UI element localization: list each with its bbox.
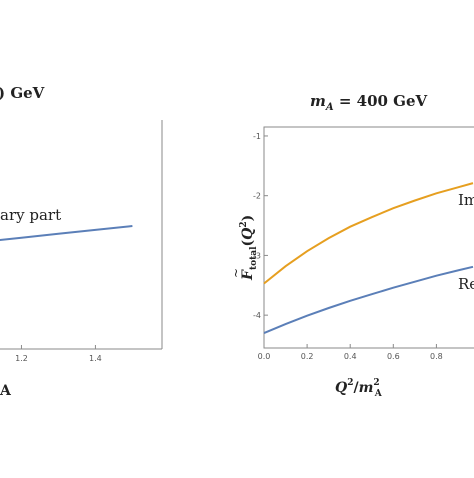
left-x-tick-label: 1.2 xyxy=(15,354,28,363)
left-panel-title: ) GeV xyxy=(0,84,45,102)
right-panel-title: mA = 400 GeV xyxy=(310,92,428,113)
left-x-ticks: 1.01.21.4 xyxy=(15,345,102,363)
right-y-tick-label: -4 xyxy=(253,311,261,320)
right-x-ticks: 0.0 0.2 0.4 0.6 0.8 xyxy=(258,344,443,361)
title-value: = 400 GeV xyxy=(334,92,428,110)
right-plot-frame xyxy=(263,126,474,349)
right-y-label: Ftotal(Q2) ~ xyxy=(229,215,259,281)
annotation-imaginary: Im xyxy=(458,191,474,209)
series-line-im xyxy=(263,182,474,285)
right-y-tick-label: -3 xyxy=(253,251,261,260)
left-series xyxy=(0,225,133,241)
right-y-ticks: -1 -2 -3 -4 xyxy=(253,132,268,320)
right-x-label: Q2/m2 A xyxy=(335,378,383,399)
tilde-mark: ~ xyxy=(229,268,243,278)
right-x-tick-label: 0.0 xyxy=(258,352,271,361)
annotation-real: Re xyxy=(458,275,474,293)
right-y-tick-label: -2 xyxy=(253,192,261,201)
left-x-tick-label: 1.4 xyxy=(89,354,102,363)
right-panel: mA = 400 GeV -1 -2 -3 -4 0.0 0.2 0.4 0.6 0.8 Im… xyxy=(229,92,474,399)
svg-text:Ftotal(Q2): Ftotal(Q2) xyxy=(239,215,259,281)
right-x-tick-label: 0.6 xyxy=(387,352,400,361)
right-x-tick-label: 0.4 xyxy=(344,352,357,361)
series-line-re xyxy=(263,265,474,335)
left-x-label: A xyxy=(0,383,12,399)
left-panel: ) GeV ary part 1.01.21.4 A xyxy=(0,84,163,399)
right-series xyxy=(263,182,474,335)
left-series-line xyxy=(0,225,133,241)
right-x-tick-label: 0.2 xyxy=(301,352,314,361)
left-annotation: ary part xyxy=(0,206,61,224)
right-y-tick-label: -1 xyxy=(253,132,261,141)
right-x-tick-label: 0.8 xyxy=(430,352,443,361)
